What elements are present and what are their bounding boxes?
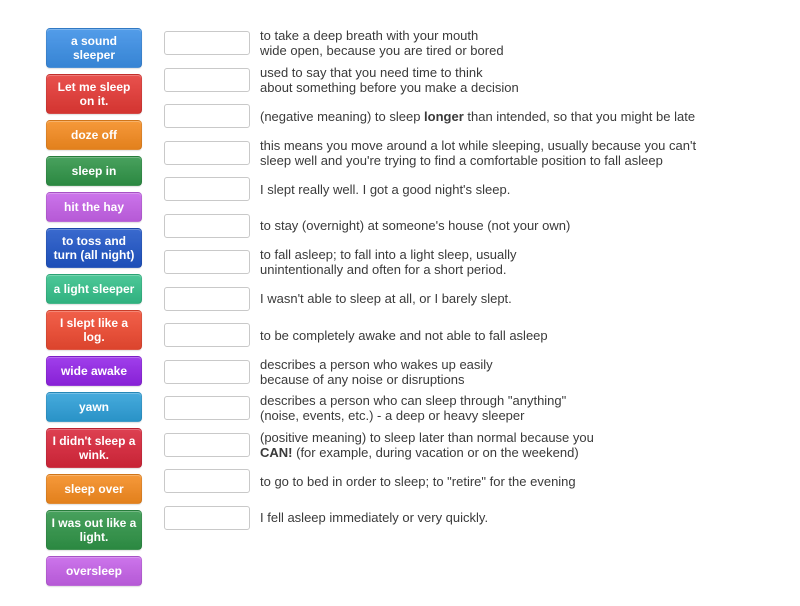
draggable-tile[interactable]: oversleep [46,556,142,586]
draggable-tile[interactable]: hit the hay [46,192,142,222]
draggable-tile[interactable]: I was out like a light. [46,510,142,550]
draggable-tile[interactable]: yawn [46,392,142,422]
definition-text: describes a person who wakes up easilybe… [260,357,493,387]
drop-slot[interactable] [164,433,250,457]
definition-text: to go to bed in order to sleep; to "reti… [260,474,576,489]
definition-text: to stay (overnight) at someone's house (… [260,218,570,233]
definition-text: describes a person who can sleep through… [260,393,566,423]
definition-text: to be completely awake and not able to f… [260,328,548,343]
definition-text: to take a deep breath with your mouthwid… [260,28,504,58]
definition-text: (positive meaning) to sleep later than n… [260,430,594,460]
draggable-tile[interactable]: doze off [46,120,142,150]
definition-text: I slept really well. I got a good night'… [260,182,510,197]
definition-text: to fall asleep; to fall into a light sle… [260,247,517,277]
draggable-tile[interactable]: I didn't sleep a wink. [46,428,142,468]
definition-row: to be completely awake and not able to f… [164,320,760,350]
drop-slot[interactable] [164,104,250,128]
draggable-tile[interactable]: wide awake [46,356,142,386]
drop-slot[interactable] [164,360,250,384]
draggable-tile[interactable]: a sound sleeper [46,28,142,68]
definition-row: to take a deep breath with your mouthwid… [164,28,760,58]
draggable-tile[interactable]: sleep in [46,156,142,186]
definition-column: to take a deep breath with your mouthwid… [164,28,760,586]
definition-row: I fell asleep immediately or very quickl… [164,503,760,533]
definition-text: this means you move around a lot while s… [260,138,696,168]
drop-slot[interactable] [164,177,250,201]
definition-row: used to say that you need time to thinka… [164,65,760,95]
definition-row: describes a person who can sleep through… [164,393,760,423]
draggable-tile[interactable]: I slept like a log. [46,310,142,350]
drop-slot[interactable] [164,469,250,493]
drop-slot[interactable] [164,396,250,420]
definition-row: I wasn't able to sleep at all, or I bare… [164,284,760,314]
drop-slot[interactable] [164,323,250,347]
drop-slot[interactable] [164,214,250,238]
definition-row: to fall asleep; to fall into a light sle… [164,247,760,277]
draggable-tile[interactable]: sleep over [46,474,142,504]
definition-row: to go to bed in order to sleep; to "reti… [164,466,760,496]
definition-text: (negative meaning) to sleep longer than … [260,109,695,124]
definition-text: used to say that you need time to thinka… [260,65,519,95]
definition-row: this means you move around a lot while s… [164,138,760,168]
drop-slot[interactable] [164,141,250,165]
matching-exercise: a sound sleeper Let me sleep on it. doze o… [0,0,800,606]
draggable-tile[interactable]: a light sleeper [46,274,142,304]
definition-row: (negative meaning) to sleep longer than … [164,101,760,131]
drop-slot[interactable] [164,68,250,92]
tile-column: a sound sleeper Let me sleep on it. doze o… [46,28,146,586]
definition-row: to stay (overnight) at someone's house (… [164,211,760,241]
definition-text: I wasn't able to sleep at all, or I bare… [260,291,512,306]
definition-row: (positive meaning) to sleep later than n… [164,430,760,460]
draggable-tile[interactable]: to toss and turn (all night) [46,228,142,268]
draggable-tile[interactable]: Let me sleep on it. [46,74,142,114]
drop-slot[interactable] [164,287,250,311]
definition-text: I fell asleep immediately or very quickl… [260,510,488,525]
drop-slot[interactable] [164,506,250,530]
definition-row: describes a person who wakes up easilybe… [164,357,760,387]
drop-slot[interactable] [164,31,250,55]
definition-row: I slept really well. I got a good night'… [164,174,760,204]
drop-slot[interactable] [164,250,250,274]
